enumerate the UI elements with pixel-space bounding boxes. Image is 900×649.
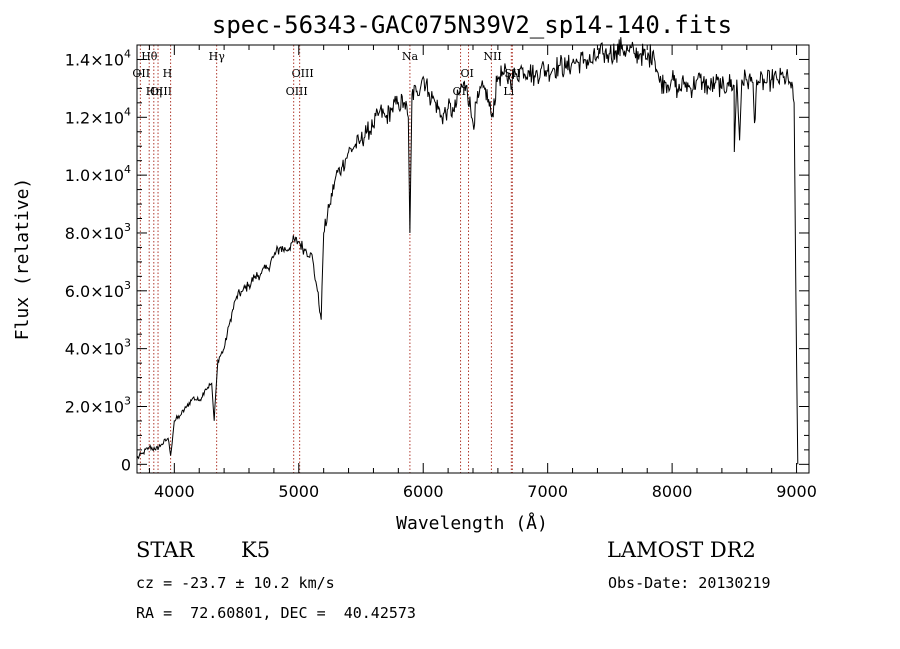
- emission-line-label-8: Na: [402, 50, 419, 63]
- emission-line-label-11: NII: [483, 50, 501, 63]
- x-tick-label-2: 6000: [403, 482, 444, 501]
- x-tick-label-1: 5000: [278, 482, 319, 501]
- spectrum-series: [136, 37, 799, 465]
- redshift-info: cz = -23.7 ± 10.2 km/s: [136, 574, 335, 592]
- y-tick-label-2: 4.0×103: [65, 337, 131, 359]
- plot-frame: [136, 44, 810, 474]
- emission-line-label-0: Hθ: [141, 50, 158, 63]
- emission-line-label-5: Hγ: [209, 50, 226, 63]
- y-tick-label-0: 0: [121, 455, 131, 474]
- emission-line-label-3: Hη: [146, 85, 162, 98]
- y-tick-label-1: 2.0×103: [65, 394, 131, 416]
- coordinates: RA = 72.60801, DEC = 40.42573: [136, 604, 416, 622]
- obs-date: Obs-Date: 20130219: [608, 574, 771, 592]
- y-axis: 0 2.0×103 4.0×103 6.0×103 8.0×103 1.0×104 1.2×…: [65, 47, 809, 474]
- y-tick-label-7: 1.4×104: [65, 47, 131, 69]
- x-tick-label-3: 7000: [527, 482, 568, 501]
- x-tick-label-4: 8000: [652, 482, 693, 501]
- y-tick-label-4: 8.0×103: [65, 221, 131, 243]
- object-subclass: K5: [241, 538, 271, 562]
- emission-line-label-9: OI: [461, 67, 474, 80]
- chart-title: spec-56343-GAC075N39V2_sp14-140.fits: [212, 11, 732, 39]
- emission-line-label-7: OIII: [286, 85, 308, 98]
- x-axis: 4000 5000 6000 7000 8000 9000: [148, 45, 817, 501]
- x-axis-title: Wavelength (Å): [396, 512, 548, 534]
- survey-name: LAMOST DR2: [607, 538, 756, 562]
- spectrum-line-0: [136, 37, 799, 465]
- object-class: STAR: [136, 538, 195, 562]
- y-axis-title: Flux (relative): [12, 178, 33, 341]
- emission-line-label-6: OIII: [292, 67, 314, 80]
- emission-line-label-4: H: [163, 67, 173, 80]
- y-tick-label-6: 1.2×104: [65, 105, 131, 127]
- y-tick-label-3: 6.0×103: [65, 279, 131, 301]
- x-tick-label-0: 4000: [154, 482, 195, 501]
- y-tick-label-5: 1.0×104: [65, 163, 131, 185]
- emission-line-label-2: OIII: [150, 85, 172, 98]
- emission-line-label-13: Li: [503, 85, 514, 98]
- x-tick-label-5: 9000: [776, 482, 817, 501]
